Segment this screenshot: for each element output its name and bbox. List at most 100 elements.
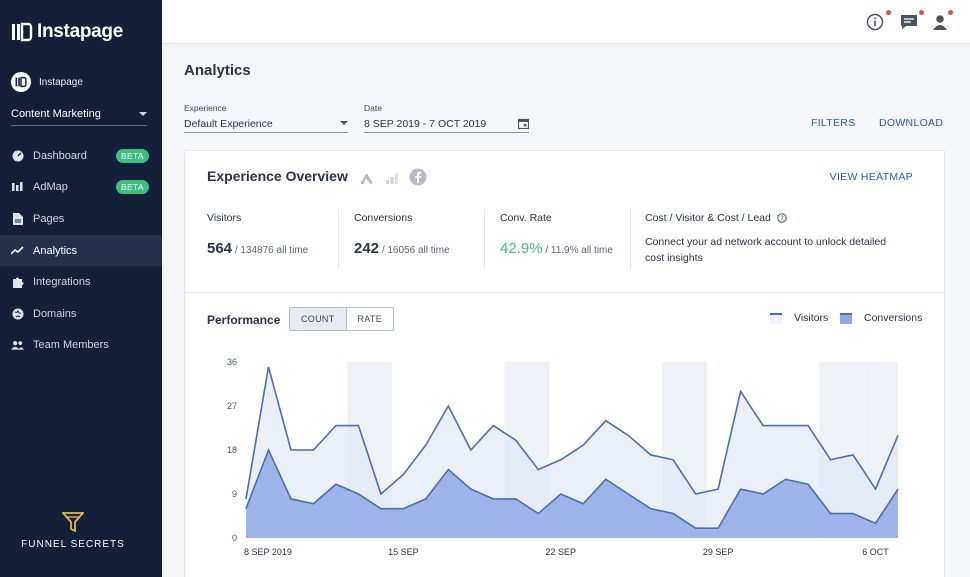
sidebar-item-admap[interactable]: AdMap BETA [0, 172, 162, 204]
team-icon [11, 339, 24, 352]
puzzle-icon [11, 276, 24, 289]
analytics-icon [11, 244, 24, 257]
date-value: 8 SEP 2019 - 7 OCT 2019 [364, 117, 487, 130]
conversions-total: / 16056 all time [381, 245, 450, 256]
google-ads-icon [360, 174, 373, 184]
count-toggle-button[interactable]: COUNT [290, 308, 347, 330]
visitors-value: 564 [207, 240, 233, 257]
admap-icon [11, 181, 24, 194]
instapage-logo-icon [15, 76, 27, 88]
help-icon[interactable]: ? [777, 213, 787, 223]
beta-badge: BETA [116, 148, 149, 163]
cost-message: Connect your ad network account to unloc… [645, 236, 887, 264]
workspace-avatar [11, 72, 31, 92]
top-header [162, 0, 970, 44]
conv-rate-value: 42.9% [500, 240, 543, 257]
conversions-value: 242 [354, 240, 380, 257]
x-tick-label: 22 SEP [545, 547, 576, 557]
sidebar-item-label: Integrations [33, 276, 91, 289]
legend-label: Visitors [794, 312, 829, 324]
visitors-stat: Visitors 564 / 134876 all time [207, 212, 308, 257]
funnel-logo-icon [60, 512, 86, 533]
sidebar-item-label: Domains [33, 307, 77, 320]
experience-value: Default Experience [184, 117, 273, 130]
cost-stat: Cost / Visitor & Cost / Lead ? Connect y… [645, 212, 905, 266]
date-range-picker[interactable]: 8 SEP 2019 - 7 OCT 2019 [364, 115, 529, 133]
globe-icon [11, 307, 24, 320]
visitors-line [245, 366, 899, 500]
brand-name: Instapage [37, 21, 123, 42]
conv-rate-total: / 11.9% all time [545, 245, 613, 256]
overview-title: Experience Overview [207, 168, 348, 184]
sidebar-item-label: Team Members [33, 339, 109, 352]
sidebar-item-integrations[interactable]: Integrations [0, 266, 162, 298]
conversions-stat: Conversions 242 / 16056 all time [354, 212, 450, 257]
section-divider [185, 292, 944, 293]
y-tick-label: 27 [227, 401, 237, 411]
x-tick-label: 29 SEP [703, 547, 734, 557]
legend-conversions[interactable]: Conversions [840, 312, 922, 324]
experience-overview-card: Experience Overview VIEW HEATMAP Visitor… [184, 150, 945, 577]
funnel-secrets-watermark: FUNNEL SECRETS [18, 512, 128, 550]
brand[interactable]: Instapage [11, 21, 123, 43]
analytics-bars-icon [386, 173, 398, 184]
sidebar-item-label: Analytics [33, 244, 78, 257]
workspace-switcher[interactable]: Instapage [11, 72, 83, 92]
sidebar-item-label: Dashboard [33, 149, 87, 162]
visitors-total: / 134876 all time [234, 245, 309, 256]
sidebar: Instapage Instapage Content Marketing Da… [0, 0, 162, 577]
stat-divider [484, 209, 485, 269]
x-tick-label: 6 OCT [862, 547, 889, 557]
sidebar-item-domains[interactable]: Domains [0, 298, 162, 330]
y-tick-label: 18 [227, 445, 237, 455]
sidebar-item-pages[interactable]: Pages [0, 203, 162, 235]
x-tick-label: 15 SEP [388, 547, 419, 557]
chevron-down-icon [340, 121, 348, 125]
cost-label: Cost / Visitor & Cost / Lead [645, 212, 771, 224]
workspace-name: Instapage [39, 76, 83, 88]
dashboard-icon [11, 149, 24, 162]
visitors-label: Visitors [207, 212, 242, 224]
conversions-line [245, 447, 899, 530]
conversions-label: Conversions [354, 212, 413, 224]
page-icon [11, 212, 24, 225]
y-tick-label: 36 [227, 357, 237, 367]
conv-rate-label: Conv. Rate [500, 212, 552, 224]
y-tick-label: 0 [232, 533, 237, 543]
view-heatmap-link[interactable]: VIEW HEATMAP [829, 171, 913, 183]
sidebar-item-analytics[interactable]: Analytics [0, 234, 162, 267]
legend-swatch [840, 312, 852, 324]
notification-dot [886, 10, 891, 15]
experience-select[interactable]: Default Experience [184, 115, 348, 133]
legend-label: Conversions [864, 312, 923, 324]
info-icon[interactable] [866, 13, 884, 31]
rate-toggle-button[interactable]: RATE [357, 314, 383, 324]
page-title: Analytics [184, 62, 251, 79]
watermark-text: FUNNEL SECRETS [21, 539, 125, 550]
sidebar-item-label: Pages [33, 212, 65, 225]
conversions-area [246, 450, 898, 538]
sidebar-item-team-members[interactable]: Team Members [0, 330, 162, 362]
project-name: Content Marketing [11, 108, 101, 120]
project-select[interactable]: Content Marketing [11, 105, 147, 126]
legend-visitors[interactable]: Visitors [770, 312, 828, 324]
performance-title: Performance [207, 313, 281, 327]
notification-dot [919, 10, 924, 15]
stat-divider [630, 209, 631, 269]
x-tick-label: 8 SEP 2019 [244, 547, 292, 557]
facebook-icon [409, 168, 427, 186]
svg-text:?: ? [780, 215, 784, 223]
filters-button[interactable]: FILTERS [811, 117, 856, 129]
sidebar-nav: Dashboard BETA AdMap BETA Pages Analytic… [0, 140, 162, 361]
legend-swatch [770, 312, 782, 324]
chat-icon[interactable] [900, 13, 918, 31]
calendar-icon [518, 118, 529, 129]
performance-chart: 0 9 18 27 36 8 SEP 2019 15 SEP 22 SEP 29 SEP 6 OC… [227, 357, 899, 557]
notification-dot [948, 10, 953, 15]
sidebar-item-label: AdMap [33, 181, 68, 194]
beta-badge: BETA [116, 180, 149, 195]
sidebar-item-dashboard[interactable]: Dashboard BETA [0, 140, 162, 172]
download-button[interactable]: DOWNLOAD [879, 117, 944, 129]
instapage-logo-icon [12, 22, 33, 42]
user-icon[interactable] [931, 13, 949, 31]
